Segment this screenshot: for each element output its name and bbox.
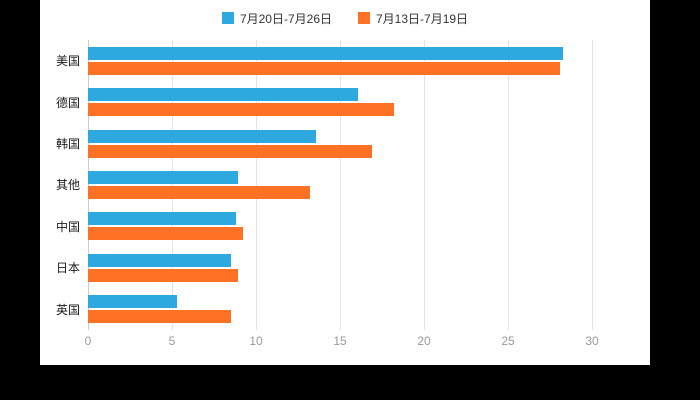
bar-series2-日本[interactable] (88, 268, 238, 282)
legend-label: 7月13日-7月19日 (376, 11, 469, 26)
x-tick-label: 25 (501, 334, 515, 348)
bar-group (88, 40, 592, 81)
legend-item-series1[interactable]: 7月20日-7月26日 (221, 10, 332, 27)
gridline (172, 40, 173, 330)
x-tick-label: 30 (585, 334, 599, 348)
legend-label: 7月20日-7月26日 (239, 11, 332, 26)
gridline (592, 40, 593, 330)
y-axis-label: 日本 (55, 261, 80, 276)
x-tick-label: 10 (249, 334, 263, 348)
chart-canvas: 7月20日-7月26日 7月13日-7月19日 美国德国韩国其他中国日本英国 0 5… (40, 0, 650, 365)
bar-series2-德国[interactable] (88, 103, 394, 117)
bar-group (88, 81, 592, 122)
y-axis-label: 美国 (55, 54, 80, 69)
y-axis-label: 德国 (55, 95, 80, 110)
bar-series1-德国[interactable] (88, 88, 359, 102)
legend-item-series2[interactable]: 7月13日-7月19日 (358, 10, 468, 27)
gridline (424, 40, 425, 330)
y-axis-label: 其他 (55, 178, 80, 193)
gridlines-layer (88, 40, 593, 330)
bar-series2-韩国[interactable] (88, 144, 372, 158)
bar-group (88, 164, 592, 205)
y-axis-label: 英国 (55, 302, 80, 317)
x-tick-label: 5 (168, 334, 176, 348)
bar-series2-中国[interactable] (88, 227, 243, 241)
x-tick-label: 0 (84, 334, 92, 348)
x-axis: 0 5 10 15 20 25 30 (84, 330, 650, 352)
bar-group (88, 289, 592, 330)
y-axis-label: 韩国 (55, 137, 80, 152)
x-tick-label: 15 (333, 334, 347, 348)
y-axis-labels: 美国德国韩国其他中国日本英国 (40, 40, 88, 330)
legend-swatch-icon (358, 12, 370, 24)
bar-group (88, 206, 592, 247)
y-axis-label: 中国 (55, 219, 80, 234)
bar-group (88, 247, 592, 288)
bar-group (88, 123, 592, 164)
bar-series2-其他[interactable] (88, 185, 310, 199)
gridline (508, 40, 509, 330)
bar-series1-英国[interactable] (88, 295, 178, 309)
legend-swatch-icon (221, 12, 234, 24)
gridline (256, 40, 257, 330)
bar-series1-美国[interactable] (88, 46, 564, 60)
x-tick-label: 20 (417, 334, 431, 348)
bar-series1-其他[interactable] (88, 170, 238, 184)
bar-series1-韩国[interactable] (88, 129, 317, 143)
chart-body: 美国德国韩国其他中国日本英国 (40, 40, 650, 330)
gridline (340, 40, 341, 330)
plot-area (88, 40, 593, 330)
bar-series2-英国[interactable] (88, 310, 231, 324)
bar-series1-中国[interactable] (88, 212, 236, 226)
legend: 7月20日-7月26日 7月13日-7月19日 (40, 0, 650, 32)
y-axis-line (88, 40, 89, 330)
bar-groups (88, 40, 592, 330)
bar-series2-美国[interactable] (88, 61, 561, 75)
bar-series1-日本[interactable] (88, 253, 231, 267)
